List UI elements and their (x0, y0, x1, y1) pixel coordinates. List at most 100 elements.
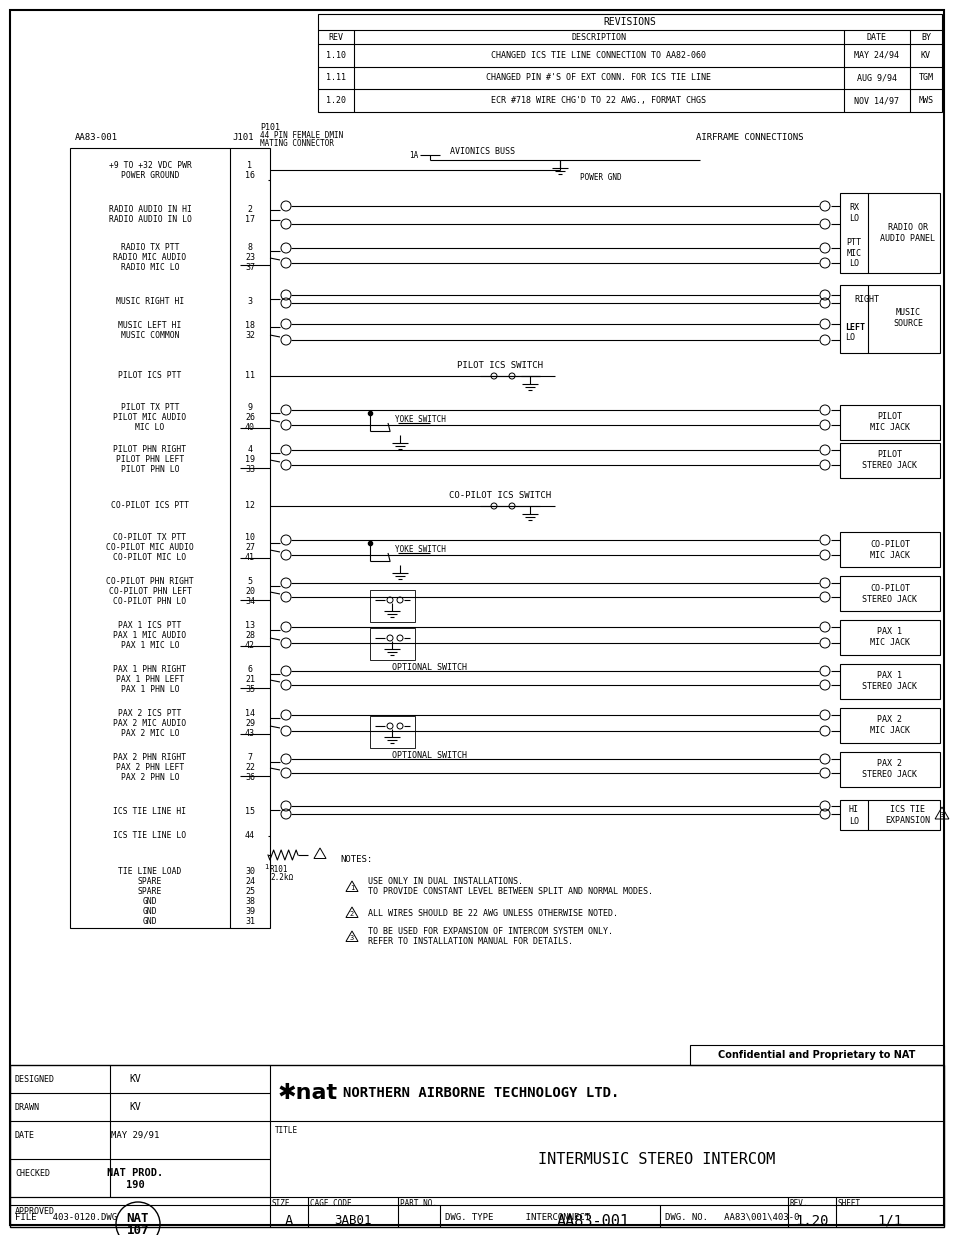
Text: LO: LO (848, 818, 858, 826)
Text: ECR #718 WIRE CHG'D TO 22 AWG., FORMAT CHGS: ECR #718 WIRE CHG'D TO 22 AWG., FORMAT C… (491, 96, 706, 105)
Text: GND: GND (143, 916, 157, 925)
Text: PAX 2 MIC AUDIO: PAX 2 MIC AUDIO (113, 720, 187, 729)
Text: RADIO TX PTT: RADIO TX PTT (121, 243, 179, 252)
Bar (370, 716, 415, 748)
Text: MWS: MWS (918, 96, 933, 105)
Text: PAX 2
MIC JACK: PAX 2 MIC JACK (869, 715, 909, 735)
Text: PILOT TX PTT: PILOT TX PTT (121, 404, 179, 412)
Text: YOKE SWITCH: YOKE SWITCH (395, 545, 445, 553)
Text: 8: 8 (247, 243, 253, 252)
Text: PILOT MIC AUDIO: PILOT MIC AUDIO (113, 414, 187, 422)
Text: DATE: DATE (15, 1130, 35, 1140)
Text: 1: 1 (350, 885, 354, 890)
Text: MAY 29/91: MAY 29/91 (111, 1130, 159, 1140)
Text: 6: 6 (247, 666, 253, 674)
Bar (840, 405, 939, 440)
Text: HI: HI (848, 805, 858, 815)
Text: 44: 44 (245, 831, 254, 841)
Text: AVIONICS BUSS: AVIONICS BUSS (450, 147, 515, 157)
Text: REV: REV (328, 32, 343, 42)
Text: 1: 1 (247, 161, 253, 169)
Text: 40: 40 (245, 424, 254, 432)
Text: 7: 7 (247, 753, 253, 762)
Text: KV: KV (129, 1074, 141, 1084)
Text: DWG. NO.   AA83\001\403-0: DWG. NO. AA83\001\403-0 (664, 1213, 799, 1221)
Text: 9: 9 (247, 404, 253, 412)
Text: CO-PILOT ICS SWITCH: CO-PILOT ICS SWITCH (449, 492, 551, 500)
Text: DESCRIPTION: DESCRIPTION (571, 32, 626, 42)
Text: 18: 18 (245, 321, 254, 330)
Text: A: A (285, 1214, 293, 1228)
Text: 31: 31 (245, 916, 254, 925)
Text: PILOT PHN LEFT: PILOT PHN LEFT (115, 456, 184, 464)
Text: 14: 14 (245, 709, 254, 719)
Text: 20: 20 (245, 588, 254, 597)
Text: NAT: NAT (127, 1212, 149, 1224)
Text: 2: 2 (350, 911, 354, 918)
Text: PTT
MIC
LO: PTT MIC LO (845, 238, 861, 268)
Text: 19: 19 (245, 456, 254, 464)
Text: 1/1: 1/1 (877, 1214, 902, 1228)
Text: PAX 1 PHN LO: PAX 1 PHN LO (121, 685, 179, 694)
Text: 4: 4 (247, 446, 253, 454)
Text: PAX 2 ICS PTT: PAX 2 ICS PTT (118, 709, 181, 719)
Text: SPARE: SPARE (137, 887, 162, 895)
Text: R101: R101 (270, 864, 288, 873)
Text: 23: 23 (245, 253, 254, 263)
Text: PAX 1
MIC JACK: PAX 1 MIC JACK (869, 627, 909, 647)
Text: 12: 12 (245, 501, 254, 510)
Text: KV: KV (920, 51, 930, 59)
Text: 16: 16 (245, 170, 254, 179)
Bar (689, 1045, 943, 1065)
Text: PAX 2 PHN LEFT: PAX 2 PHN LEFT (115, 763, 184, 773)
Text: DATE: DATE (866, 32, 886, 42)
Bar (840, 664, 939, 699)
Text: 24: 24 (245, 877, 254, 885)
Text: RIGHT: RIGHT (853, 294, 878, 304)
Text: FILE   403-0120.DWG: FILE 403-0120.DWG (15, 1213, 117, 1221)
Text: 3: 3 (350, 935, 354, 941)
Text: RX
LO: RX LO (848, 204, 858, 222)
Text: 29: 29 (245, 720, 254, 729)
Text: OPTIONAL SWITCH: OPTIONAL SWITCH (392, 752, 467, 761)
Bar (70, 148, 270, 927)
Text: PILOT
MIC JACK: PILOT MIC JACK (869, 412, 909, 432)
Bar (840, 708, 939, 743)
Text: 1.10: 1.10 (326, 51, 346, 59)
Text: 1: 1 (264, 864, 268, 869)
Text: MIC LO: MIC LO (135, 424, 165, 432)
Bar (317, 14, 941, 112)
Text: REV.: REV. (789, 1198, 807, 1208)
Bar (840, 443, 939, 478)
Text: 10: 10 (245, 534, 254, 542)
Text: 25: 25 (245, 887, 254, 895)
Text: APPROVED: APPROVED (15, 1208, 55, 1216)
Text: DRAWN: DRAWN (15, 1103, 40, 1112)
Text: LO: LO (844, 332, 854, 342)
Text: AUG 9/94: AUG 9/94 (856, 74, 896, 83)
Text: CO-PILOT PHN LO: CO-PILOT PHN LO (113, 598, 187, 606)
Text: 34: 34 (245, 598, 254, 606)
Text: REFER TO INSTALLATION MANUAL FOR DETAILS.: REFER TO INSTALLATION MANUAL FOR DETAILS… (368, 937, 573, 946)
Text: ICS TIE LINE HI: ICS TIE LINE HI (113, 808, 187, 816)
Text: 35: 35 (245, 685, 254, 694)
Text: AA83-001: AA83-001 (556, 1214, 629, 1229)
Text: SHEET: SHEET (837, 1198, 861, 1208)
Text: 3AB01: 3AB01 (334, 1214, 372, 1228)
Text: TIE LINE LOAD: TIE LINE LOAD (118, 867, 181, 876)
Text: ✱nat: ✱nat (277, 1083, 337, 1103)
Text: NAT PROD.
190: NAT PROD. 190 (107, 1168, 163, 1189)
Text: RADIO OR
AUDIO PANEL: RADIO OR AUDIO PANEL (880, 224, 935, 243)
Text: MAY 24/94: MAY 24/94 (854, 51, 899, 59)
Text: TO BE USED FOR EXPANSION OF INTERCOM SYSTEM ONLY.: TO BE USED FOR EXPANSION OF INTERCOM SYS… (368, 927, 613, 936)
Text: MUSIC LEFT HI: MUSIC LEFT HI (118, 321, 181, 330)
Text: 27: 27 (245, 543, 254, 552)
Text: DWG. TYPE      INTERCONNECT: DWG. TYPE INTERCONNECT (444, 1213, 590, 1221)
Text: YOKE SWITCH: YOKE SWITCH (395, 415, 445, 424)
Text: PAX 1 PHN LEFT: PAX 1 PHN LEFT (115, 676, 184, 684)
Text: GND: GND (143, 906, 157, 915)
Bar (10, 1065, 943, 1228)
Text: CO-PILOT MIC LO: CO-PILOT MIC LO (113, 553, 187, 562)
Text: PILOT ICS SWITCH: PILOT ICS SWITCH (456, 362, 542, 370)
Text: 17: 17 (245, 215, 254, 225)
